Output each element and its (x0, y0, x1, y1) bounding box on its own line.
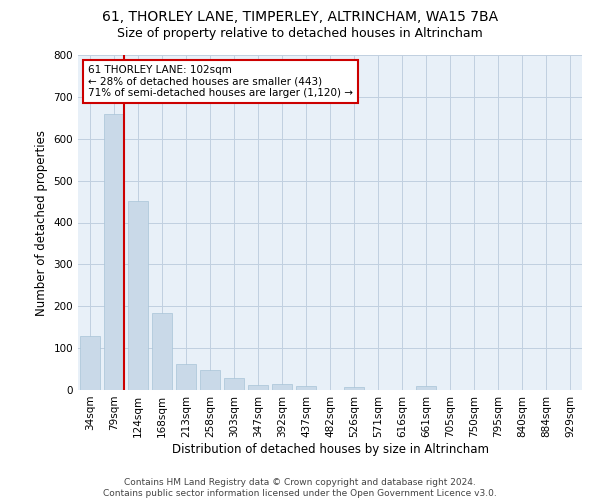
Bar (128, 200, 148, 390)
Bar (200, 370, 220, 390)
Bar (152, 314, 172, 390)
Text: Contains HM Land Registry data © Crown copyright and database right 2024.
Contai: Contains HM Land Registry data © Crown c… (103, 478, 497, 498)
Y-axis label: Number of detached properties: Number of detached properties (35, 130, 48, 316)
Text: Size of property relative to detached houses in Altrincham: Size of property relative to detached ho… (117, 28, 483, 40)
Bar (80, 336, 100, 390)
Text: 61 THORLEY LANE: 102sqm
← 28% of detached houses are smaller (443)
71% of semi-d: 61 THORLEY LANE: 102sqm ← 28% of detache… (88, 65, 353, 98)
Bar (416, 386, 436, 390)
Bar (104, 114, 124, 390)
Bar (296, 386, 316, 390)
X-axis label: Distribution of detached houses by size in Altrincham: Distribution of detached houses by size … (172, 442, 488, 456)
Bar (176, 364, 196, 390)
Bar (248, 385, 268, 390)
Bar (224, 378, 244, 390)
Bar (344, 386, 364, 390)
Bar (272, 384, 292, 390)
Text: 61, THORLEY LANE, TIMPERLEY, ALTRINCHAM, WA15 7BA: 61, THORLEY LANE, TIMPERLEY, ALTRINCHAM,… (102, 10, 498, 24)
